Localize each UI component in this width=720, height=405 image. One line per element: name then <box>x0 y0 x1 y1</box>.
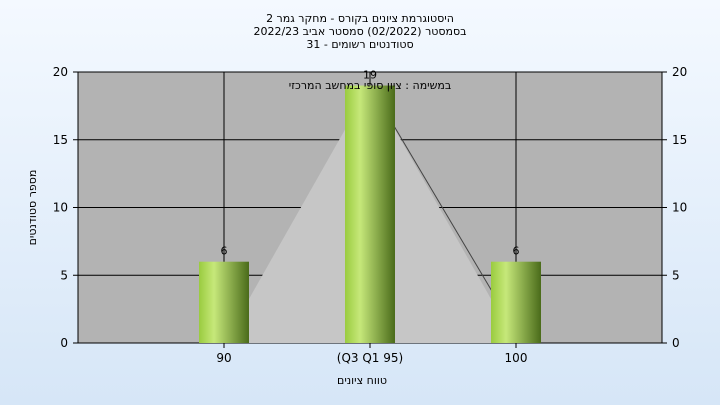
data-label: 6 <box>513 245 520 258</box>
y-tick-label-right: 5 <box>672 268 680 282</box>
chart-title-line-3: סטודנטים רשומים - 31 <box>306 38 414 51</box>
x-axis-title: טווח ציונים <box>337 374 387 387</box>
y-tick-label-right: 10 <box>672 201 687 215</box>
data-label: 19 <box>363 69 377 82</box>
bar--q3-q1-95- <box>345 85 395 344</box>
chart-title-line-1: היסטוגרמת ציונים בקורס - מחקר גמר 2 <box>266 12 454 25</box>
chart-annotation: במשימה : ציון סופי במחשב המרכזי <box>289 79 452 92</box>
data-label: 6 <box>221 245 228 258</box>
y-tick-label-left: 20 <box>53 65 68 79</box>
y-tick-label-left: 5 <box>60 268 68 282</box>
y-tick-label-left: 15 <box>53 133 68 147</box>
y-tick-label-right: 0 <box>672 336 680 350</box>
x-tick-label: 100 <box>505 351 528 365</box>
y-tick-label-right: 15 <box>672 133 687 147</box>
bar-100 <box>491 261 541 343</box>
chart-title-line-2: בסמסטר (02/2022) סמסטר אביב 2022/23 <box>253 25 467 38</box>
bar-90 <box>199 261 249 343</box>
y-axis-title: מספר סטודנטים <box>26 170 39 246</box>
x-tick-label: 90 <box>216 351 231 365</box>
x-tick-label: (Q3 Q1 95) <box>337 351 403 365</box>
y-tick-label-left: 0 <box>60 336 68 350</box>
y-tick-label-left: 10 <box>53 201 68 215</box>
y-tick-label-right: 20 <box>672 65 687 79</box>
